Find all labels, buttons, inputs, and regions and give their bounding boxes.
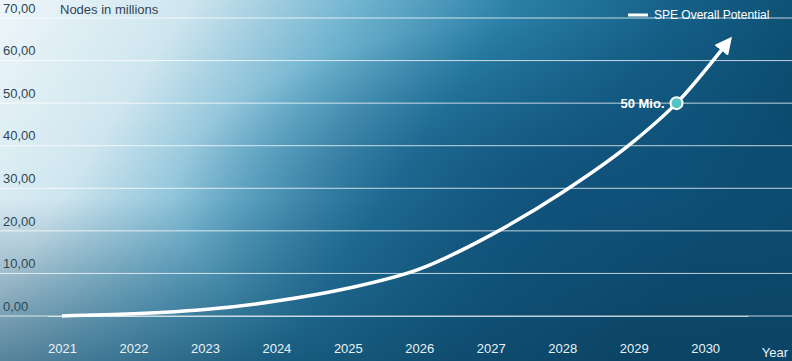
grid-line	[0, 230, 792, 231]
y-tick-label: 60,00	[3, 43, 36, 58]
annotation-label: 50 Mio.	[620, 96, 664, 111]
x-tick: 2025	[334, 316, 363, 356]
background-shade	[0, 199, 792, 361]
y-tick-label: 40,00	[3, 128, 36, 143]
y-tick: 10,00	[0, 256, 36, 274]
x-tick-label: 2024	[262, 341, 291, 356]
y-tick-label: 0,00	[3, 299, 28, 314]
y-tick: 0,00	[0, 299, 28, 317]
grid	[0, 18, 792, 316]
x-axis: 2021 2022 2023 2024 2025 2026 2027 2028 2029 2030	[48, 316, 748, 356]
y-axis: 0,00 10,00 20,00 30,00 40,00 50,00 60,00 70,00	[0, 1, 36, 317]
x-axis-title: Year	[762, 345, 789, 360]
y-axis-line	[0, 19, 1, 317]
x-tick: 2026	[405, 316, 434, 356]
series-line	[62, 44, 727, 316]
y-tick-label: 70,00	[3, 1, 36, 16]
legend: SPE Overall Potential	[628, 8, 769, 22]
x-tick-label: 2030	[691, 341, 720, 356]
x-tick-label: 2021	[48, 341, 77, 356]
x-tick-label: 2022	[119, 341, 148, 356]
legend-swatch	[628, 14, 648, 17]
chart: 0,00 10,00 20,00 30,00 40,00 50,00 60,00 70,00 2…	[0, 0, 792, 361]
y-tick: 20,00	[0, 214, 36, 232]
x-tick-label: 2029	[620, 341, 649, 356]
y-axis-title: Nodes in millions	[60, 2, 159, 17]
annotation-marker	[671, 97, 683, 109]
x-tick: 2027	[477, 316, 506, 356]
y-tick-label: 30,00	[3, 171, 36, 186]
y-tick: 70,00	[0, 1, 36, 19]
x-tick-label: 2028	[548, 341, 577, 356]
x-tick: 2030	[691, 316, 720, 356]
y-tick: 40,00	[0, 128, 36, 146]
grid-line	[0, 145, 792, 146]
y-tick-label: 20,00	[3, 214, 36, 229]
grid-line	[0, 188, 792, 189]
grid-line	[0, 273, 792, 274]
plot-area	[62, 44, 727, 316]
x-tick-label: 2026	[405, 341, 434, 356]
x-tick-label: 2023	[191, 341, 220, 356]
x-axis-line	[48, 316, 748, 317]
grid-line	[0, 60, 792, 61]
y-tick: 60,00	[0, 43, 36, 61]
y-tick: 30,00	[0, 171, 36, 189]
x-tick: 2023	[191, 316, 220, 356]
y-tick-label: 10,00	[3, 256, 36, 271]
y-tick-label: 50,00	[3, 86, 36, 101]
x-tick: 2028	[548, 316, 577, 356]
x-tick-label: 2025	[334, 341, 363, 356]
background	[0, 0, 792, 361]
y-tick: 50,00	[0, 86, 36, 104]
x-tick: 2022	[119, 316, 148, 356]
background-wave	[0, 0, 792, 361]
x-tick: 2024	[262, 316, 291, 356]
x-tick: 2029	[620, 316, 649, 356]
x-tick: 2021	[48, 316, 77, 356]
legend-label: SPE Overall Potential	[654, 8, 769, 22]
x-tick-label: 2027	[477, 341, 506, 356]
